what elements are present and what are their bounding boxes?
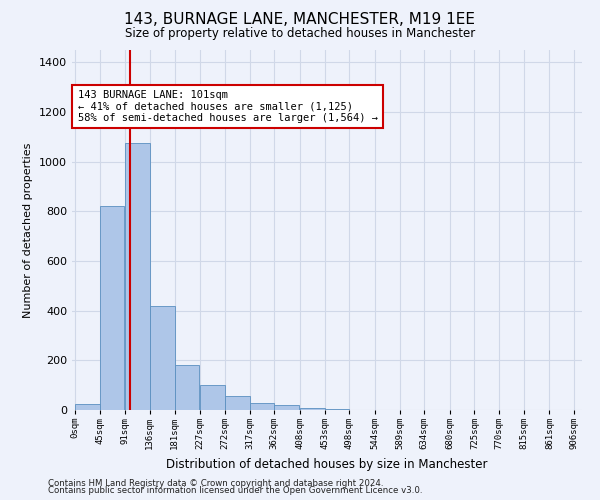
Text: 143, BURNAGE LANE, MANCHESTER, M19 1EE: 143, BURNAGE LANE, MANCHESTER, M19 1EE xyxy=(125,12,476,28)
Bar xyxy=(225,396,250,410)
X-axis label: Distribution of detached houses by size in Manchester: Distribution of detached houses by size … xyxy=(166,458,488,470)
Bar xyxy=(300,408,325,410)
Bar xyxy=(150,306,175,410)
Text: Contains public sector information licensed under the Open Government Licence v3: Contains public sector information licen… xyxy=(48,486,422,495)
Bar xyxy=(200,385,225,410)
Bar xyxy=(175,366,199,410)
Bar xyxy=(125,143,150,410)
Text: 143 BURNAGE LANE: 101sqm
← 41% of detached houses are smaller (1,125)
58% of sem: 143 BURNAGE LANE: 101sqm ← 41% of detach… xyxy=(77,90,377,123)
Y-axis label: Number of detached properties: Number of detached properties xyxy=(23,142,34,318)
Bar xyxy=(100,206,124,410)
Text: Contains HM Land Registry data © Crown copyright and database right 2024.: Contains HM Land Registry data © Crown c… xyxy=(48,478,383,488)
Bar xyxy=(274,405,299,410)
Bar xyxy=(75,404,100,410)
Text: Size of property relative to detached houses in Manchester: Size of property relative to detached ho… xyxy=(125,28,475,40)
Bar xyxy=(250,402,274,410)
